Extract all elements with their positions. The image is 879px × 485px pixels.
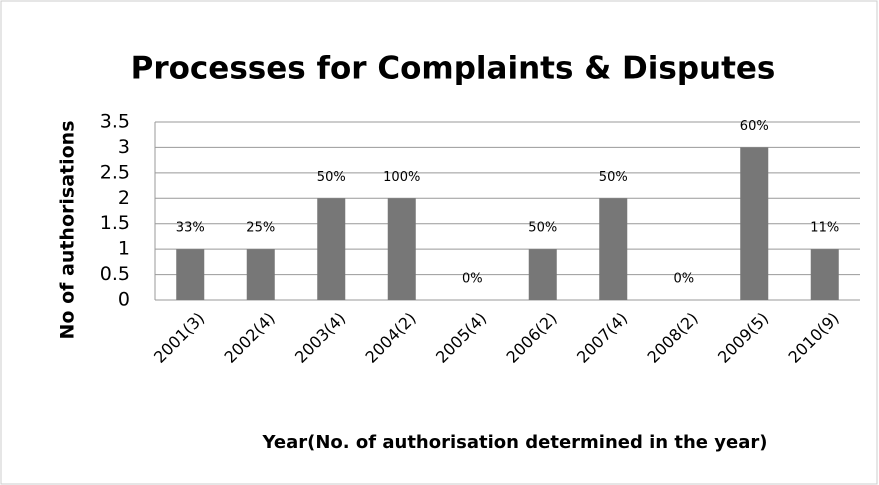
- bar: [246, 249, 275, 300]
- percent-label: 33%: [176, 221, 205, 236]
- y-tick-label: 2: [118, 187, 130, 209]
- percent-label: 50%: [599, 170, 628, 185]
- bar: [810, 249, 839, 300]
- chart-title: Processes for Complaints & Disputes: [131, 51, 776, 87]
- y-axis-label: No of authorisations: [57, 120, 79, 339]
- percent-label: 50%: [528, 221, 557, 236]
- percent-label: 100%: [383, 170, 420, 185]
- y-tick-label: 2.5: [100, 161, 130, 183]
- bar: [528, 249, 557, 300]
- bar: [176, 249, 205, 300]
- bar: [599, 198, 628, 300]
- x-axis-label: Year(No. of authorisation determined in …: [262, 432, 768, 453]
- bar: [387, 198, 416, 300]
- bar: [317, 198, 346, 300]
- percent-label: 11%: [810, 221, 839, 236]
- percent-label: 0%: [462, 272, 483, 287]
- percent-label: 25%: [246, 221, 275, 236]
- bar: [740, 147, 769, 300]
- y-tick-label: 0: [118, 289, 130, 311]
- percent-label: 60%: [740, 119, 769, 134]
- y-tick-label: 3: [118, 136, 130, 158]
- y-tick-label: 3.5: [100, 111, 130, 133]
- y-tick-label: 1: [118, 238, 130, 260]
- y-tick-label: 1.5: [100, 212, 130, 234]
- percent-label: 50%: [317, 170, 346, 185]
- percent-label: 0%: [673, 272, 694, 287]
- y-tick-label: 0.5: [100, 263, 130, 285]
